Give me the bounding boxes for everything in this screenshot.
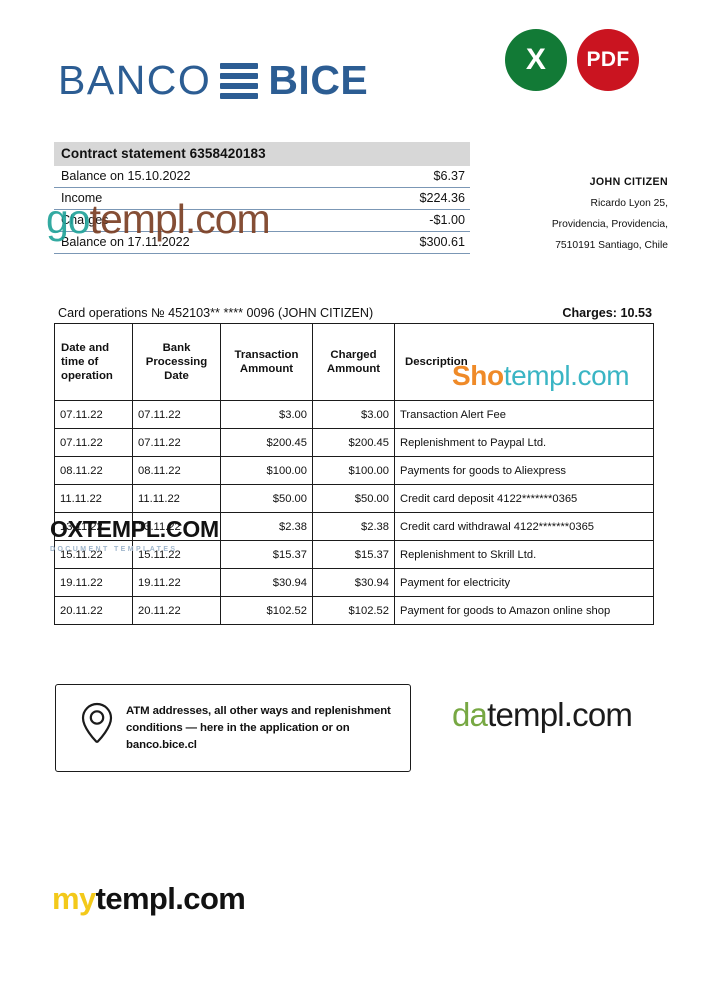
table-row: 20.11.22 20.11.22 $102.52 $102.52 Paymen… bbox=[54, 596, 654, 625]
logo-bars-icon bbox=[220, 61, 259, 99]
pdf-badge[interactable]: PDF bbox=[577, 29, 639, 91]
cell-description: Transaction Alert Fee bbox=[394, 400, 654, 429]
column-header-bank-processing-date: Bank Processing Date bbox=[132, 323, 221, 401]
cell-date: 08.11.22 bbox=[54, 456, 133, 485]
summary-label: Income bbox=[61, 191, 103, 205]
atm-notice-line-3: banco.bice.cl bbox=[126, 738, 197, 751]
cell-transaction-amount: $50.00 bbox=[220, 484, 313, 513]
cell-transaction-amount: $2.38 bbox=[220, 512, 313, 541]
cell-charged-amount: $3.00 bbox=[312, 400, 395, 429]
column-header-charged-amount: Charged Ammount bbox=[312, 323, 395, 401]
operations-header-row: Date and time of operation Bank Processi… bbox=[54, 323, 654, 401]
cell-bank-date: 13.11.22 bbox=[132, 512, 221, 541]
watermark-mytempl: mytempl.com bbox=[52, 881, 246, 916]
recipient-name: JOHN CITIZEN bbox=[589, 176, 668, 188]
atm-notice: ATM addresses, all other ways and replen… bbox=[55, 684, 411, 772]
cell-transaction-amount: $15.37 bbox=[220, 540, 313, 569]
card-operations-caption: Card operations № 452103** **** 0096 (JO… bbox=[54, 306, 654, 323]
summary-row-charges: Charges -$1.00 bbox=[54, 210, 470, 232]
bank-logo: BANCO BICE bbox=[58, 57, 368, 103]
summary-value: $300.61 bbox=[419, 235, 465, 249]
operations-table: Date and time of operation Bank Processi… bbox=[54, 323, 654, 625]
summary-value: -$1.00 bbox=[429, 213, 465, 227]
cell-bank-date: 11.11.22 bbox=[132, 484, 221, 513]
table-row: 08.11.22 08.11.22 $100.00 $100.00 Paymen… bbox=[54, 456, 654, 485]
cell-bank-date: 19.11.22 bbox=[132, 568, 221, 597]
table-row: 07.11.22 07.11.22 $200.45 $200.45 Replen… bbox=[54, 428, 654, 457]
summary-row-closing-balance: Balance on 17.11.2022 $300.61 bbox=[54, 232, 470, 254]
summary-row-income: Income $224.36 bbox=[54, 188, 470, 210]
cell-description: Replenishment to Skrill Ltd. bbox=[394, 540, 654, 569]
summary-label: Balance on 17.11.2022 bbox=[61, 235, 190, 249]
cell-bank-date: 07.11.22 bbox=[132, 428, 221, 457]
table-row: 13.11.22 13.11.22 $2.38 $2.38 Credit car… bbox=[54, 512, 654, 541]
cell-description: Payments for goods to Aliexpress bbox=[394, 456, 654, 485]
recipient-line-1: Ricardo Lyon 25, bbox=[590, 198, 668, 209]
cell-charged-amount: $200.45 bbox=[312, 428, 395, 457]
column-header-transaction-amount: Transaction Ammount bbox=[220, 323, 313, 401]
cell-transaction-amount: $200.45 bbox=[220, 428, 313, 457]
summary-label: Charges bbox=[61, 213, 109, 227]
cell-charged-amount: $2.38 bbox=[312, 512, 395, 541]
cell-description: Credit card withdrawal 4122*******0365 bbox=[394, 512, 654, 541]
logo-word-bice: BICE bbox=[268, 56, 369, 103]
cell-date: 15.11.22 bbox=[54, 540, 133, 569]
column-header-description: Description bbox=[394, 323, 654, 401]
cell-description: Payment for electricity bbox=[394, 568, 654, 597]
cell-date: 07.11.22 bbox=[54, 400, 133, 429]
cell-transaction-amount: $3.00 bbox=[220, 400, 313, 429]
xls-badge[interactable]: X bbox=[505, 29, 567, 91]
recipient-line-2: Providencia, Providencia, bbox=[551, 219, 668, 230]
cell-description: Payment for goods to Amazon online shop bbox=[394, 596, 654, 625]
cell-transaction-amount: $30.94 bbox=[220, 568, 313, 597]
cell-charged-amount: $15.37 bbox=[312, 540, 395, 569]
atm-notice-line-1: ATM addresses, all other ways and replen… bbox=[126, 704, 391, 717]
cell-date: 20.11.22 bbox=[54, 596, 133, 625]
cell-charged-amount: $102.52 bbox=[312, 596, 395, 625]
atm-notice-line-2: conditions — here in the application or … bbox=[126, 721, 350, 734]
cell-transaction-amount: $100.00 bbox=[220, 456, 313, 485]
recipient-line-3: 7510191 Santiago, Chile bbox=[555, 240, 668, 251]
logo-word-banco: BANCO bbox=[58, 56, 212, 103]
watermark-datempl: datempl.com bbox=[452, 696, 633, 733]
cell-date: 11.11.22 bbox=[54, 484, 133, 513]
table-row: 19.11.22 19.11.22 $30.94 $30.94 Payment … bbox=[54, 568, 654, 597]
card-operations-charges: Charges: 10.53 bbox=[562, 306, 652, 320]
column-header-date: Date and time of operation bbox=[54, 323, 133, 401]
table-row: 15.11.22 15.11.22 $15.37 $15.37 Replenis… bbox=[54, 540, 654, 569]
map-pin-icon bbox=[80, 701, 114, 750]
cell-bank-date: 07.11.22 bbox=[132, 400, 221, 429]
cell-bank-date: 08.11.22 bbox=[132, 456, 221, 485]
summary-value: $6.37 bbox=[433, 169, 465, 183]
pdf-badge-label: PDF bbox=[586, 48, 630, 71]
cell-date: 13.11.22 bbox=[54, 512, 133, 541]
cell-bank-date: 20.11.22 bbox=[132, 596, 221, 625]
cell-charged-amount: $50.00 bbox=[312, 484, 395, 513]
cell-bank-date: 15.11.22 bbox=[132, 540, 221, 569]
contract-summary: Contract statement 6358420183 Balance on… bbox=[54, 142, 470, 254]
cell-transaction-amount: $102.52 bbox=[220, 596, 313, 625]
recipient-address: JOHN CITIZEN Ricardo Lyon 25, Providenci… bbox=[478, 172, 668, 256]
cell-date: 19.11.22 bbox=[54, 568, 133, 597]
summary-label: Balance on 15.10.2022 bbox=[61, 169, 191, 183]
cell-charged-amount: $100.00 bbox=[312, 456, 395, 485]
summary-title: Contract statement 6358420183 bbox=[54, 142, 470, 166]
card-operations-section: Card operations № 452103** **** 0096 (JO… bbox=[54, 306, 654, 625]
table-row: 07.11.22 07.11.22 $3.00 $3.00 Transactio… bbox=[54, 400, 654, 429]
table-row: 11.11.22 11.11.22 $50.00 $50.00 Credit c… bbox=[54, 484, 654, 513]
operations-table-body: 07.11.22 07.11.22 $3.00 $3.00 Transactio… bbox=[54, 400, 654, 625]
summary-row-opening-balance: Balance on 15.10.2022 $6.37 bbox=[54, 166, 470, 188]
xls-badge-label: X bbox=[525, 43, 547, 76]
format-badges: X PDF bbox=[505, 29, 639, 91]
cell-date: 07.11.22 bbox=[54, 428, 133, 457]
cell-charged-amount: $30.94 bbox=[312, 568, 395, 597]
cell-description: Credit card deposit 4122*******0365 bbox=[394, 484, 654, 513]
summary-value: $224.36 bbox=[419, 191, 465, 205]
card-operations-title: Card operations № 452103** **** 0096 (JO… bbox=[58, 306, 374, 320]
atm-notice-text: ATM addresses, all other ways and replen… bbox=[126, 703, 391, 754]
cell-description: Replenishment to Paypal Ltd. bbox=[394, 428, 654, 457]
